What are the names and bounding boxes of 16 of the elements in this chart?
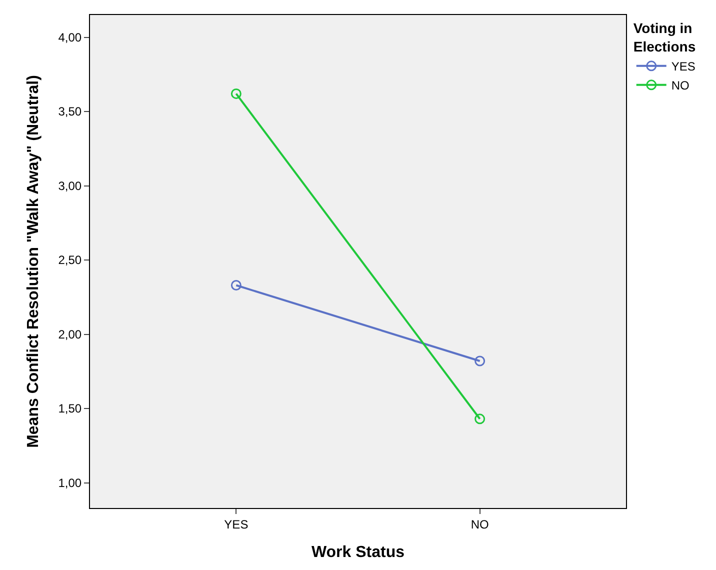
y-tick-label: 3,00 xyxy=(58,178,82,193)
point xyxy=(474,414,486,424)
legend-label: NO xyxy=(671,78,690,93)
x-axis-title: Work Status xyxy=(311,544,405,562)
legend-label: YES xyxy=(671,60,696,74)
point xyxy=(474,356,486,366)
y-tick-label: 2,50 xyxy=(58,253,82,268)
y-tick-label: 3,50 xyxy=(58,104,82,119)
legend-title: Voting in Elections xyxy=(633,20,696,54)
y-axis-title: Means Conflict Resolution "Walk Away" (Neutral) xyxy=(25,75,42,448)
y-tick-label: 4,00 xyxy=(58,30,82,44)
y-tick-label: 1,50 xyxy=(58,402,82,416)
y-tick-label: 2,00 xyxy=(58,327,82,342)
point xyxy=(230,88,242,99)
point xyxy=(230,280,242,291)
y-tick-label: 1,00 xyxy=(58,476,82,490)
